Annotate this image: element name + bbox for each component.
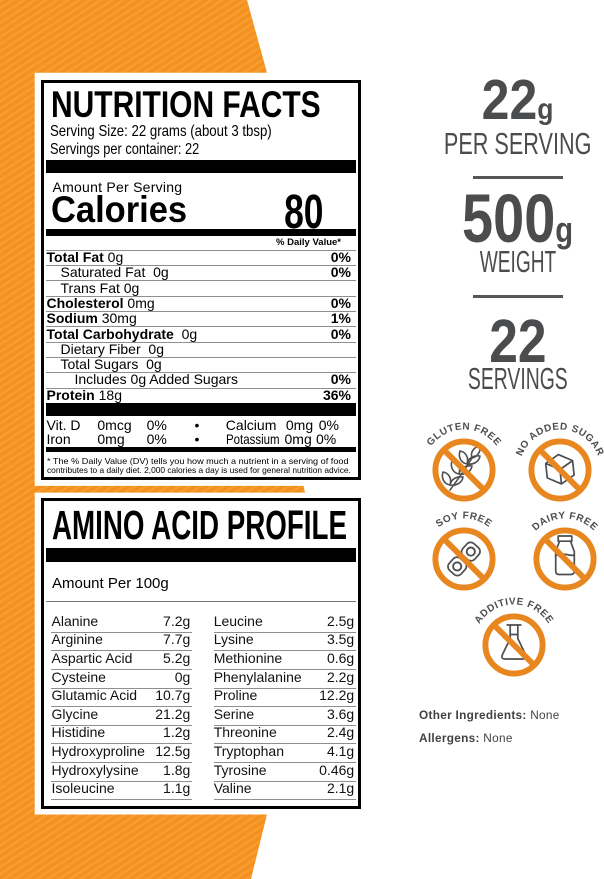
svg-text:ADDITIVE FREE: ADDITIVE FREE bbox=[473, 596, 556, 625]
svg-text:SOY FREE: SOY FREE bbox=[434, 510, 494, 529]
